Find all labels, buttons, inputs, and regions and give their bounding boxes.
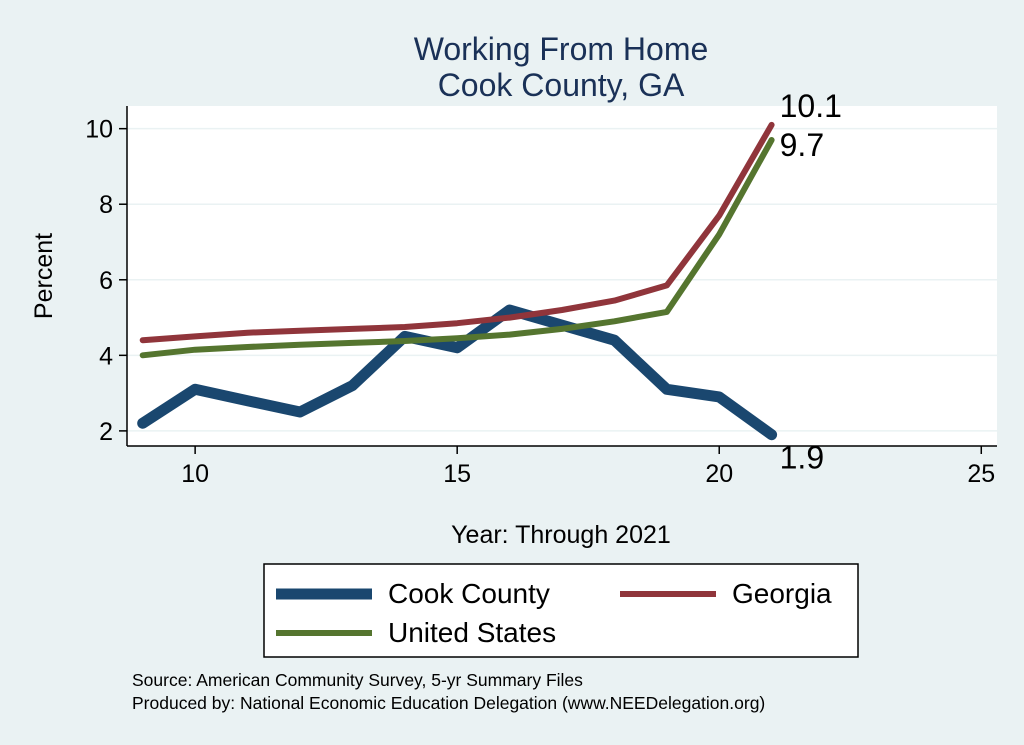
plot-area [127, 106, 997, 446]
x-axis-ticks: 10 15 20 25 [181, 446, 995, 488]
end-labels: 1.9 10.19.7 [780, 88, 842, 476]
chart-title-line-2: Cook County, GA [438, 67, 685, 103]
y-tick-label-4: 4 [99, 342, 113, 370]
source-note: Source: American Community Survey, 5-yr … [132, 670, 583, 690]
end-label-georgia: 10.1 [780, 88, 842, 124]
y-tick-label-10: 10 [85, 116, 113, 144]
legend-label-united-states: United States [388, 617, 556, 648]
series-line-georgia [139, 121, 775, 344]
legend-box [263, 563, 859, 658]
x-tick-label-10: 10 [181, 460, 209, 488]
end-label-cook-county: 1.9 [780, 440, 824, 476]
x-tick-label-25: 25 [967, 460, 995, 488]
y-axis-ticks: 2 4 6 8 10 [85, 116, 127, 446]
grid-lines [127, 127, 997, 432]
y-axis-title: Percent [30, 233, 58, 319]
chart-title-line-1: Working From Home [414, 31, 709, 67]
end-label-united-states: 9.7 [780, 127, 824, 163]
y-tick-label-2: 2 [99, 418, 113, 446]
series-line-cook-county [137, 304, 778, 441]
x-axis-title: Year: Through 2021 [451, 521, 671, 549]
y-tick-label-8: 8 [99, 191, 113, 219]
series-lines [137, 121, 778, 441]
legend-label-cook-county: Cook County [388, 578, 550, 609]
x-tick-label-15: 15 [443, 460, 471, 488]
y-tick-label-6: 6 [99, 267, 113, 295]
legend-label-georgia: Georgia [732, 578, 832, 609]
legend: Cook County Georgia United States [263, 563, 859, 658]
produced-by-note: Produced by: National Economic Education… [132, 693, 765, 713]
series-line-united-states [139, 137, 775, 359]
x-tick-label-20: 20 [705, 460, 733, 488]
